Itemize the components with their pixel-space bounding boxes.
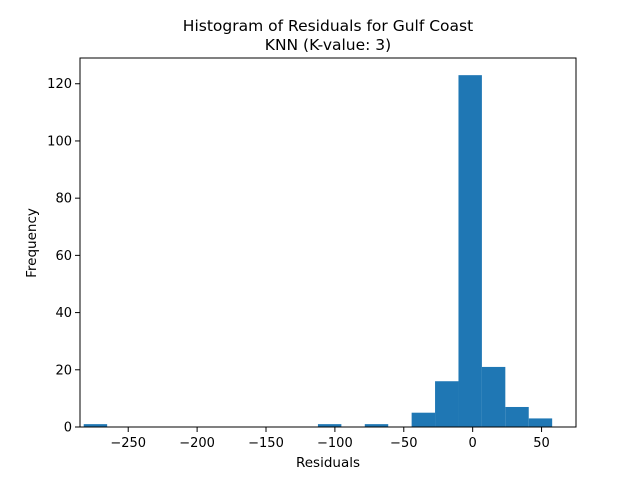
- y-tick-label: 20: [55, 363, 72, 378]
- histogram-bar: [481, 366, 506, 427]
- x-tick-label: −100: [317, 436, 353, 451]
- x-tick-label: 50: [533, 436, 550, 451]
- histogram-bar: [458, 75, 482, 428]
- histogram-bar: [364, 424, 389, 427]
- histogram-bar: [317, 424, 342, 427]
- plot-frame: [79, 57, 577, 428]
- histogram-bar: [411, 412, 436, 427]
- y-tick-label: 40: [55, 306, 72, 321]
- histogram-bars: [83, 75, 553, 428]
- y-tick-label: 80: [55, 192, 72, 207]
- x-axis-ticks: −250 −200 −150 −100 −50 0 50: [110, 427, 550, 451]
- y-tick-label: 0: [64, 421, 72, 436]
- histogram-bar: [83, 424, 108, 427]
- histogram-bar: [505, 406, 529, 427]
- y-axis-label: Frequency: [24, 208, 40, 278]
- chart-subtitle: KNN (K-value: 3): [265, 36, 391, 54]
- x-axis-label: Residuals: [296, 455, 360, 471]
- x-tick-label: −250: [110, 436, 146, 451]
- y-axis-ticks: 0 20 40 60 80 100 120: [47, 77, 80, 436]
- x-tick-label: 0: [469, 436, 477, 451]
- chart-title: Histogram of Residuals for Gulf Coast: [183, 17, 473, 35]
- x-tick-label: −150: [248, 436, 284, 451]
- x-tick-label: −50: [390, 436, 417, 451]
- y-tick-label: 120: [47, 77, 72, 92]
- histogram-bar: [528, 418, 553, 427]
- y-tick-label: 60: [55, 249, 72, 264]
- y-tick-label: 100: [47, 134, 72, 149]
- x-tick-label: −200: [179, 436, 215, 451]
- histogram-bar: [435, 381, 459, 427]
